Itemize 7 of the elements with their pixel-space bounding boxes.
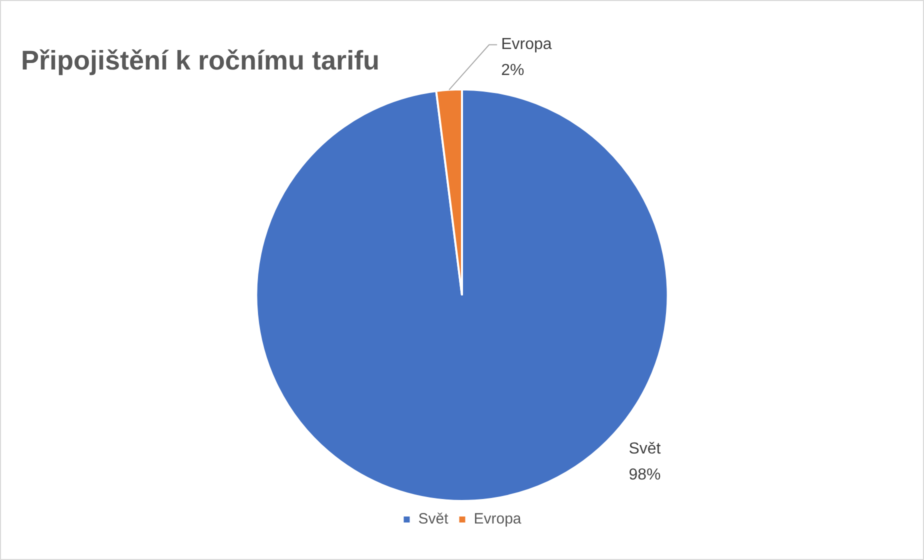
legend-label: Svět [418, 510, 450, 528]
chart-title: Připojištění k ročnímu tarifu [21, 46, 380, 76]
slice-label: Evropa [501, 36, 552, 54]
data-label: 98% [628, 466, 661, 484]
slice-label: Svět [628, 440, 662, 458]
legend-label: Evropa [474, 510, 522, 528]
data-label: 2% [501, 62, 524, 80]
